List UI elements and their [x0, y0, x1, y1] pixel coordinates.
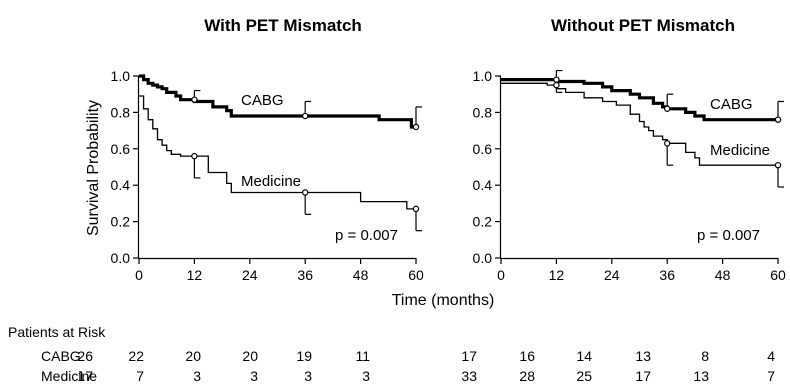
left-chart-title: With PET Mismatch — [204, 16, 362, 35]
data-point-marker — [553, 81, 560, 89]
data-point-marker — [412, 205, 420, 213]
p-value-annotation: p = 0.007 — [697, 227, 760, 244]
left-plot-panel: 0.0 0.2 0.4 0.6 0.8 1.0 0 12 24 36 48 60 CABG Medicin… — [111, 68, 424, 283]
y-tick-label: 0.6 — [473, 141, 493, 157]
risk-count-medicine: 3 — [304, 368, 312, 384]
y-tick-label: 1.0 — [473, 68, 493, 84]
y-tick-label: 0.4 — [111, 177, 131, 193]
data-point-marker — [664, 105, 671, 112]
data-point-marker — [774, 161, 782, 169]
risk-count-medicine: 17 — [77, 368, 93, 384]
risk-count-medicine: 17 — [635, 368, 651, 384]
x-tick-label: 0 — [135, 267, 143, 283]
x-tick-label: 60 — [408, 267, 424, 283]
x-tick-label: 24 — [604, 267, 620, 283]
y-tick-label: 0.8 — [473, 104, 493, 120]
cabg-series-label: CABG — [710, 96, 753, 113]
x-tick-label: 24 — [242, 267, 258, 283]
risk-count-cabg: 13 — [635, 348, 651, 364]
x-tick-label: 12 — [549, 267, 565, 283]
y-tick-label: 0.4 — [473, 177, 493, 193]
cabg-series-label: CABG — [241, 92, 284, 109]
risk-count-cabg: 17 — [461, 348, 477, 364]
x-tick-label: 60 — [770, 267, 786, 283]
risk-count-medicine: 3 — [193, 368, 201, 384]
x-axis-label: Time (months) — [392, 292, 495, 309]
y-tick-label: 0.2 — [473, 214, 493, 230]
risk-count-cabg: 14 — [576, 348, 592, 364]
patients-at-risk-title: Patients at Risk — [8, 324, 106, 340]
x-tick-label: 48 — [353, 267, 369, 283]
x-tick-label: 48 — [715, 267, 731, 283]
risk-count-medicine: 25 — [576, 368, 592, 384]
y-axis-label: Survival Probability — [85, 100, 102, 236]
risk-count-cabg: 16 — [519, 348, 535, 364]
x-tick-label: 12 — [187, 267, 203, 283]
right-chart-title: Without PET Mismatch — [551, 16, 735, 35]
risk-count-cabg: 19 — [296, 348, 312, 364]
medicine-survival-curve — [139, 95, 416, 210]
risk-count-cabg: 22 — [128, 348, 144, 364]
y-tick-label: 0.0 — [473, 250, 493, 266]
risk-label-medicine: Medicine — [41, 368, 97, 384]
data-point-marker — [412, 123, 420, 131]
y-tick-label: 0.0 — [111, 250, 131, 266]
risk-count-cabg: 20 — [185, 348, 201, 364]
y-tick-label: 0.2 — [111, 214, 131, 230]
data-point-marker — [302, 189, 309, 196]
x-tick-label: 36 — [297, 267, 313, 283]
medicine-series-label: Medicine — [710, 142, 770, 159]
x-tick-label: 0 — [497, 267, 505, 283]
risk-count-cabg: 20 — [242, 348, 258, 364]
risk-count-cabg: 8 — [701, 348, 709, 364]
data-point-marker — [774, 116, 782, 123]
y-tick-label: 0.8 — [111, 104, 131, 120]
risk-count-medicine: 7 — [136, 368, 144, 384]
risk-count-medicine: 3 — [250, 368, 258, 384]
medicine-survival-curve — [501, 82, 778, 166]
risk-count-medicine: 3 — [362, 368, 370, 384]
p-value-annotation: p = 0.007 — [335, 227, 398, 244]
x-tick-label: 36 — [659, 267, 675, 283]
risk-count-cabg: 11 — [355, 348, 370, 364]
risk-count-cabg: 26 — [77, 348, 93, 364]
cabg-survival-curve — [501, 78, 778, 122]
right-plot-panel: 0.0 0.2 0.4 0.6 0.8 1.0 0 12 24 36 48 60 CABG Medicin… — [473, 68, 786, 283]
y-tick-label: 0.6 — [111, 141, 131, 157]
data-point-marker — [191, 152, 198, 160]
risk-count-cabg: 4 — [767, 348, 775, 364]
risk-count-medicine: 28 — [519, 368, 535, 384]
data-point-marker — [302, 112, 309, 120]
risk-count-medicine: 33 — [461, 368, 477, 384]
data-point-marker — [553, 76, 560, 83]
data-point-marker — [664, 140, 671, 147]
medicine-series-label: Medicine — [241, 173, 301, 190]
y-tick-label: 1.0 — [111, 68, 131, 84]
risk-count-medicine: 13 — [693, 368, 709, 384]
data-point-marker — [191, 96, 198, 103]
risk-label-cabg: CABG — [41, 348, 81, 364]
risk-count-medicine: 7 — [767, 368, 775, 384]
